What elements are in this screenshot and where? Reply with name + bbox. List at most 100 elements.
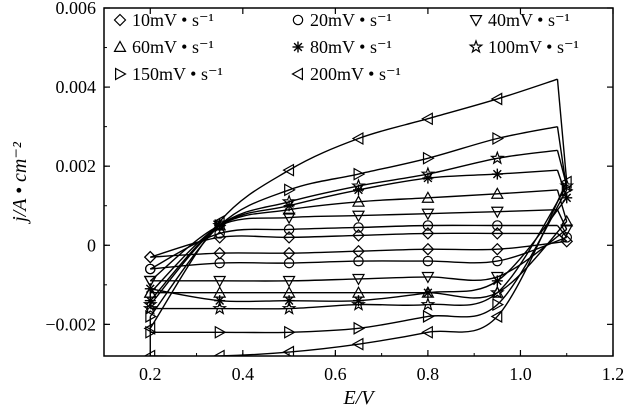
cv-point <box>421 227 435 240</box>
cv-vertex-high <box>556 189 568 222</box>
legend-item: 10mV • s⁻¹ <box>113 10 214 30</box>
cv-point <box>491 168 503 180</box>
legend-marker <box>292 41 304 53</box>
cv-series-2 <box>144 220 573 275</box>
legend-item: 100mV • s⁻¹ <box>468 37 579 57</box>
cv-anodic-line <box>150 232 558 258</box>
x-axis-label: E/V <box>343 387 377 409</box>
cv-point <box>351 210 366 223</box>
cv-point <box>421 242 435 256</box>
legend-item: 200mV • s⁻¹ <box>291 64 401 84</box>
cv-point <box>144 263 156 275</box>
plot-frame <box>103 7 614 357</box>
legend-marker <box>292 14 304 26</box>
cv-point <box>351 296 366 311</box>
cv-point <box>490 92 503 106</box>
cv-point <box>283 295 295 307</box>
cv-point <box>214 257 225 269</box>
cv-point <box>212 349 225 356</box>
cv-point <box>351 131 364 146</box>
cv-series-3 <box>143 206 574 288</box>
x-tick-label: 0.4 <box>232 364 255 384</box>
y-tick-label: 0.004 <box>56 77 97 97</box>
cv-point <box>489 150 505 165</box>
cv-point <box>282 231 296 244</box>
cv-cathodic-line <box>150 236 567 270</box>
cv-cathodic-line <box>150 189 568 334</box>
cv-point <box>422 309 435 323</box>
cv-point <box>420 296 436 311</box>
cv-point <box>490 242 504 256</box>
cv-point <box>281 193 297 209</box>
cv-point <box>142 296 158 311</box>
cv-point <box>422 220 434 231</box>
cv-point <box>283 224 295 235</box>
cv-point <box>353 255 364 267</box>
cv-point <box>353 321 366 335</box>
cv-point <box>421 208 435 221</box>
cv-point <box>282 345 295 356</box>
legend-item: 20mV • s⁻¹ <box>292 10 392 30</box>
cv-point <box>214 325 227 339</box>
legend-marker <box>468 39 484 54</box>
cv-point <box>213 275 227 288</box>
cv-vertex-high <box>556 79 568 183</box>
cv-point <box>422 255 434 267</box>
cv-point <box>352 229 365 242</box>
cv-point <box>559 175 572 189</box>
cv-anodic-line <box>149 224 558 270</box>
legend-label: 10mV • s⁻¹ <box>132 10 214 30</box>
legend-item: 60mV • s⁻¹ <box>113 37 214 57</box>
cv-point <box>282 163 295 177</box>
cv-point <box>284 325 296 339</box>
cv-point <box>421 325 433 339</box>
cv-cathodic-line <box>150 181 568 356</box>
y-axis-label: j/A • cm⁻² <box>9 141 31 225</box>
y-tick-label: −0.002 <box>45 314 96 334</box>
x-tick-label: 0.6 <box>324 364 347 384</box>
cv-point <box>282 275 296 288</box>
cv-point <box>489 284 505 300</box>
y-tick-label: 0 <box>87 235 96 255</box>
cv-point <box>143 321 156 335</box>
cv-point <box>492 131 505 146</box>
legend-item: 80mV • s⁻¹ <box>292 37 392 57</box>
cv-point <box>492 298 505 312</box>
cv-point <box>351 195 366 207</box>
cv-point <box>492 255 503 267</box>
x-tick-label: 1.2 <box>602 364 625 384</box>
cv-point <box>560 224 574 237</box>
cv-point <box>422 287 434 299</box>
legend-item: 40mV • s⁻¹ <box>469 10 570 30</box>
cv-point <box>214 218 227 233</box>
x-tick-label: 1.0 <box>509 364 532 384</box>
cv-point <box>421 112 433 126</box>
cv-point <box>143 250 157 264</box>
cv-point <box>212 300 228 315</box>
cv-point <box>422 151 435 165</box>
cv-point <box>284 183 296 197</box>
legend-marker <box>291 67 303 81</box>
cv-point <box>144 283 156 295</box>
legend-label: 40mV • s⁻¹ <box>488 10 570 30</box>
y-tick-label: 0.002 <box>56 156 97 176</box>
cv-point <box>421 191 435 203</box>
cv-point <box>421 271 435 284</box>
legend-marker <box>113 40 127 53</box>
cv-point <box>490 285 504 298</box>
cv-point <box>490 187 504 199</box>
cv-cathodic-line <box>150 221 568 299</box>
cv-cathodic-line <box>150 228 568 282</box>
cv-point <box>490 227 504 240</box>
legend-item: 150mV • s⁻¹ <box>114 64 223 84</box>
legend-marker <box>469 15 483 27</box>
legend-label: 20mV • s⁻¹ <box>310 10 392 30</box>
cv-point <box>491 275 503 287</box>
cv-point <box>212 215 225 229</box>
cv-point <box>143 275 157 288</box>
cv-point <box>351 273 366 286</box>
legend-label: 200mV • s⁻¹ <box>310 64 401 84</box>
legend-label: 60mV • s⁻¹ <box>132 37 214 57</box>
